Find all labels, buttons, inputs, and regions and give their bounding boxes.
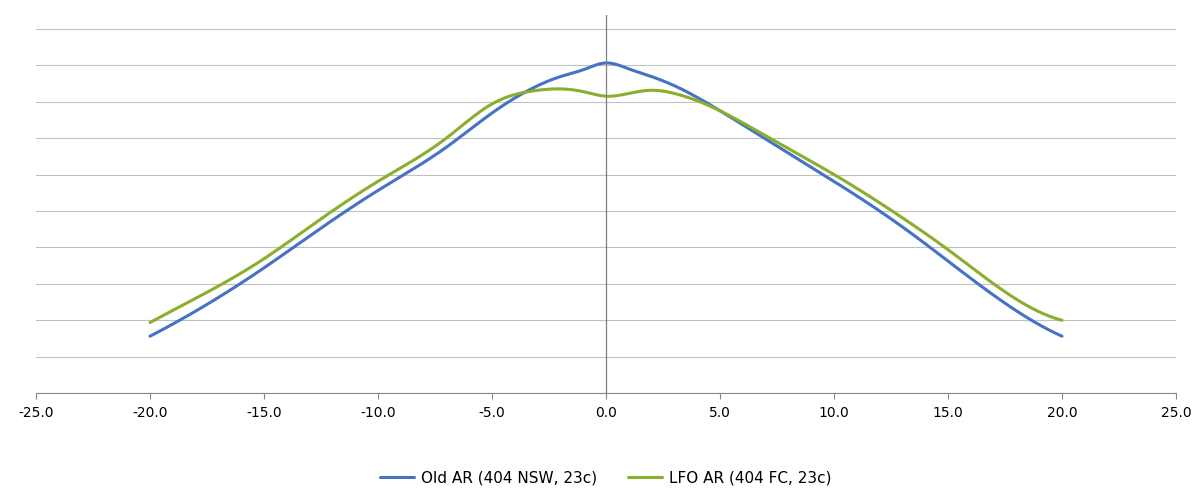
- LFO AR (404 FC, 23c): [143, 320, 157, 326]
- Old AR (404 NSW, 23c): [143, 333, 157, 339]
- Old AR (404 NSW, 23c): [1034, 323, 1049, 329]
- LFO AR (404 FC, 23c): [688, 97, 702, 103]
- Old AR (404 NSW, 23c): [582, 65, 596, 71]
- LFO AR (404 FC, 23c): [892, 213, 906, 219]
- Old AR (404 NSW, 23c): [600, 60, 614, 66]
- LFO AR (404 FC, 23c): [638, 88, 653, 94]
- LFO AR (404 FC, 23c): [1055, 317, 1069, 323]
- LFO AR (404 FC, 23c): [1034, 310, 1049, 316]
- Old AR (404 NSW, 23c): [1055, 333, 1069, 339]
- Old AR (404 NSW, 23c): [576, 67, 590, 73]
- Line: Old AR (404 NSW, 23c): Old AR (404 NSW, 23c): [150, 63, 1062, 336]
- Legend: Old AR (404 NSW, 23c), LFO AR (404 FC, 23c): Old AR (404 NSW, 23c), LFO AR (404 FC, 2…: [374, 464, 838, 491]
- LFO AR (404 FC, 23c): [577, 89, 592, 95]
- LFO AR (404 FC, 23c): [551, 86, 565, 92]
- Old AR (404 NSW, 23c): [892, 222, 906, 228]
- Old AR (404 NSW, 23c): [638, 72, 653, 78]
- LFO AR (404 FC, 23c): [583, 90, 598, 96]
- Line: LFO AR (404 FC, 23c): LFO AR (404 FC, 23c): [150, 89, 1062, 323]
- Old AR (404 NSW, 23c): [688, 93, 702, 99]
